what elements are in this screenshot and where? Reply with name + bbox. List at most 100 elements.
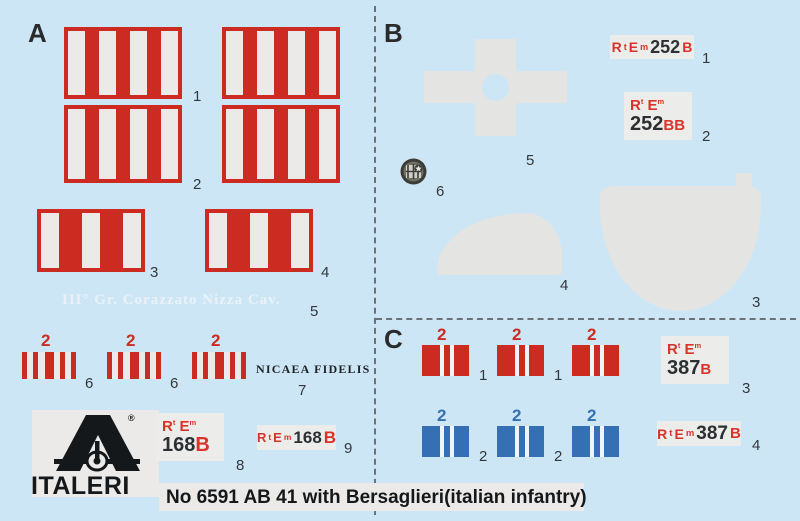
index-label: 3: [742, 380, 751, 397]
flag-bar: [22, 352, 27, 379]
flag-gap: [515, 345, 519, 376]
flag-stripe: [99, 31, 116, 95]
decal-flag-large: [205, 209, 313, 272]
decal-red-b-char: B: [674, 117, 686, 134]
flag-gap: [600, 426, 604, 457]
decal-line-2: 168B: [162, 435, 210, 455]
decal-sup-t: t: [172, 418, 176, 427]
index-label: 7: [298, 382, 307, 399]
flag-number: 2: [126, 331, 136, 350]
flag-stripe: [82, 213, 100, 268]
flag-stripe: [123, 213, 141, 268]
decal-flag-tribar-blue: [422, 426, 469, 457]
decal-red-b: B: [195, 434, 210, 456]
ghost-regiment-text: III° Gr. Corazzato Nizza Cav.: [62, 292, 281, 308]
product-title: No 6591 AB 41 with Bersaglieri(italian i…: [166, 487, 587, 508]
flag-segment: [604, 345, 619, 376]
flag-stripe: [209, 213, 227, 268]
flag-number: 2: [587, 325, 597, 344]
flag-segment: [572, 345, 590, 376]
decal-line-1: Rt Em: [162, 419, 196, 434]
flag-gap: [525, 345, 529, 376]
decal-line-1: Rt Em: [630, 98, 664, 113]
decal-flag-large: [222, 105, 340, 183]
decal-flag-tribar-red: [572, 345, 619, 376]
decal-sup-t: t: [640, 97, 644, 106]
decal-red-b: B: [682, 39, 693, 55]
decal-red-r: R: [630, 97, 641, 114]
decal-sup-m: m: [640, 41, 649, 52]
flag-gap: [590, 426, 594, 457]
flag-segment: [529, 345, 544, 376]
flag-stripe: [130, 109, 147, 179]
flag-gap: [515, 426, 519, 457]
flag-bar: [107, 352, 112, 379]
decal-flag-tribar-blue: [497, 426, 544, 457]
index-label: 4: [752, 437, 761, 454]
decal-flag-tribar-blue: [572, 426, 619, 457]
decal-red-r: R: [256, 430, 267, 445]
decal-flag-large: [37, 209, 145, 272]
flag-bar: [192, 352, 197, 379]
flag-number: 2: [211, 331, 221, 350]
decal-sup-m: m: [694, 341, 702, 350]
decal-number: 168: [293, 428, 322, 447]
index-label: 5: [310, 303, 319, 320]
flag-segment: [572, 426, 590, 457]
decal-plate-387-two-line: Rt Em 387B: [661, 336, 729, 384]
decal-red-r: R: [162, 418, 173, 435]
flag-bar: [118, 352, 124, 379]
flag-segment: [454, 345, 469, 376]
flag-segment: [594, 345, 600, 376]
flag-segment: [529, 426, 544, 457]
decal-flag-small: [192, 352, 246, 379]
index-label: 2: [702, 128, 711, 145]
flag-segment: [422, 426, 440, 457]
flag-bar: [229, 352, 235, 379]
decal-line-2: 252BB: [630, 114, 685, 134]
decal-flag-tribar-red: [497, 345, 544, 376]
flag-stripe: [257, 31, 274, 95]
flag-segment: [519, 345, 525, 376]
divider-vertical: [374, 6, 376, 515]
decal-shape-fender: [437, 213, 562, 275]
registered-trademark-icon: ®: [128, 413, 135, 423]
flag-bar: [203, 352, 209, 379]
divider-horizontal: [376, 318, 796, 320]
decal-sup-m: m: [283, 432, 292, 443]
flag-segment: [497, 426, 515, 457]
italeri-a-logo-icon: [54, 415, 140, 472]
flag-gap: [450, 426, 454, 457]
flag-stripe: [226, 31, 243, 95]
flag-stripe: [288, 31, 305, 95]
flag-number: 2: [437, 406, 447, 425]
decal-number: 252: [630, 113, 664, 135]
index-label: 6: [170, 375, 179, 392]
index-label: 3: [150, 264, 159, 281]
flag-segment: [594, 426, 600, 457]
flag-segment: [444, 426, 450, 457]
index-label: 3: [752, 294, 761, 311]
decal-red-b: B: [700, 361, 712, 378]
flag-gap: [440, 345, 444, 376]
flag-stripe: [257, 109, 274, 179]
decal-sup-m: m: [189, 418, 197, 427]
index-label: 1: [554, 367, 563, 384]
flag-bar: [44, 352, 54, 379]
flag-stripe: [288, 109, 305, 179]
decal-sup-t: t: [268, 432, 272, 443]
flag-stripe: [68, 109, 85, 179]
flag-segment: [519, 426, 525, 457]
flag-bar: [214, 352, 224, 379]
decal-number: 168: [162, 434, 196, 456]
flag-stripe: [68, 31, 85, 95]
decal-line-1: Rt Em: [667, 342, 701, 357]
flag-gap: [600, 345, 604, 376]
index-label: 4: [560, 277, 569, 294]
decal-red-r: R: [657, 425, 668, 442]
flag-stripe: [99, 109, 116, 179]
decal-flag-tribar-red: [422, 345, 469, 376]
decal-sup-t: t: [623, 41, 627, 52]
flag-stripe: [319, 31, 336, 95]
flag-number: 2: [437, 325, 447, 344]
